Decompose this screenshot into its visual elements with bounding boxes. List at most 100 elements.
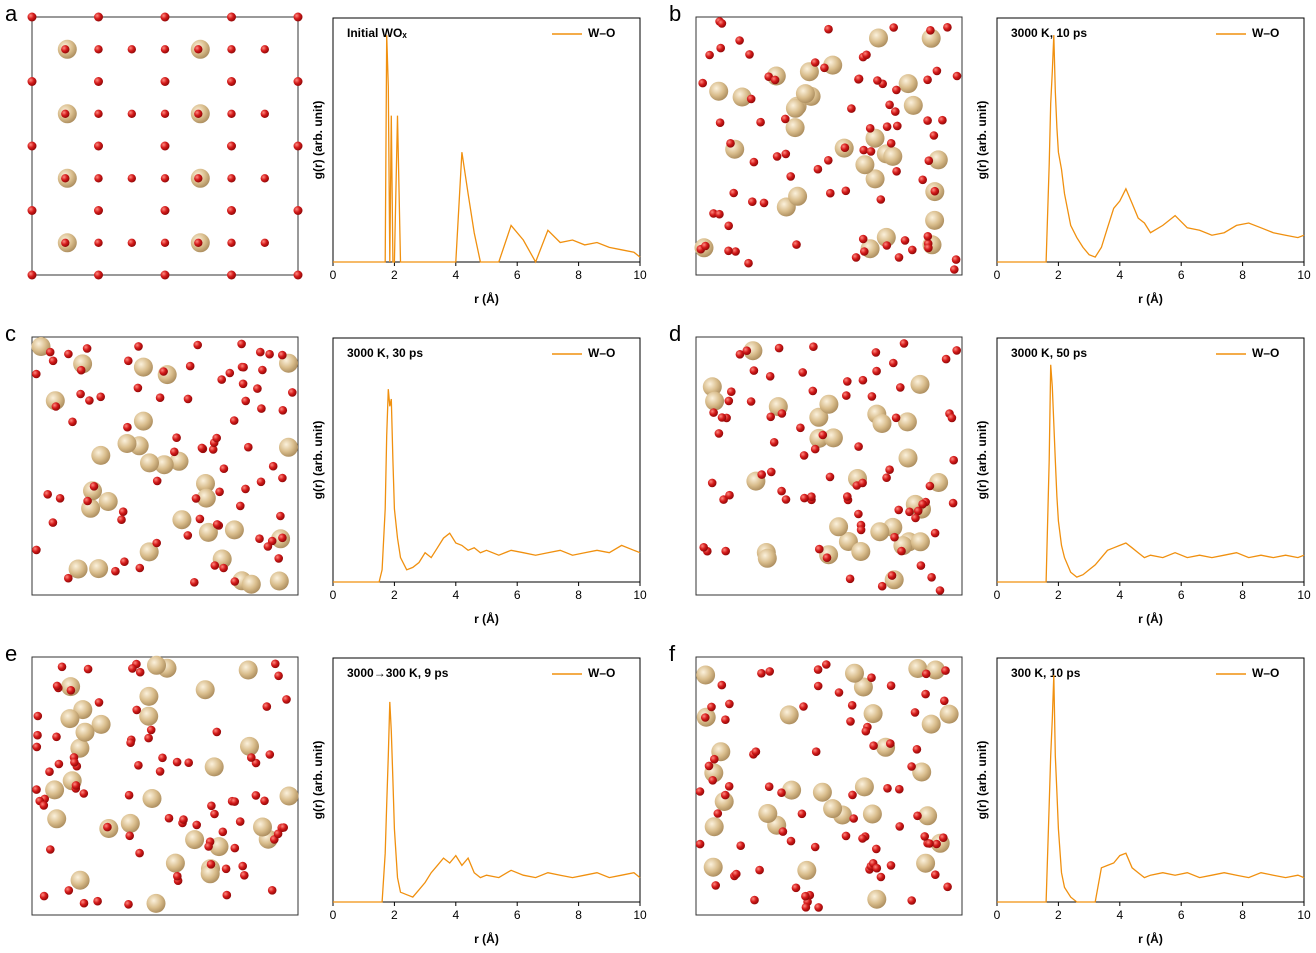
oxygen-atom — [894, 505, 903, 515]
oxygen-atom — [764, 72, 773, 81]
oxygen-atom — [766, 412, 775, 422]
structure-box — [31, 336, 299, 596]
oxygen-atom — [192, 820, 201, 830]
oxygen-atom — [930, 186, 940, 196]
oxygen-atom — [279, 823, 289, 832]
oxygen-atom — [910, 708, 920, 717]
tungsten-atom — [142, 789, 162, 808]
oxygen-atom — [724, 396, 734, 406]
oxygen-atom — [869, 741, 878, 750]
oxygen-atom — [76, 365, 86, 375]
tungsten-atom — [921, 714, 941, 734]
oxygen-atom — [840, 143, 850, 152]
x-tick-label: 0 — [330, 908, 337, 922]
oxygen-atom — [133, 383, 143, 393]
panel-label: e — [5, 641, 17, 666]
oxygen-atom — [777, 486, 786, 496]
oxygen-atom — [39, 891, 49, 901]
tungsten-atom — [925, 210, 945, 230]
oxygen-atom — [258, 365, 267, 375]
x-tick-label: 10 — [633, 908, 647, 922]
tungsten-atom — [91, 445, 111, 465]
tungsten-atom — [809, 407, 829, 427]
tungsten-atom — [916, 853, 936, 873]
oxygen-atom — [244, 442, 253, 452]
oxygen-atom — [701, 713, 710, 722]
oxygen-atom — [32, 785, 41, 794]
oxygen-atom — [725, 699, 734, 709]
oxygen-atom — [745, 50, 754, 59]
panel-label: c — [5, 321, 16, 346]
oxygen-atom — [255, 534, 264, 543]
tungsten-atom — [269, 571, 289, 591]
oxygen-atom — [918, 499, 927, 509]
oxygen-atom — [218, 827, 228, 837]
oxygen-atom — [755, 865, 764, 875]
oxygen-atom — [219, 464, 229, 474]
x-tick-label: 8 — [1239, 588, 1246, 602]
oxygen-atom — [230, 843, 240, 853]
oxygen-atom — [94, 238, 103, 247]
oxygen-atom — [195, 514, 205, 524]
oxygen-atom — [849, 814, 858, 823]
oxygen-atom — [43, 490, 52, 499]
oxygen-atom — [61, 174, 70, 183]
oxygen-atom — [931, 870, 940, 879]
oxygen-atom — [271, 659, 280, 669]
oxygen-atom — [865, 124, 875, 133]
oxygen-atom — [749, 366, 759, 375]
oxygen-atom — [810, 444, 820, 454]
oxygen-atom — [858, 375, 868, 385]
chart-title: 3000 K, 50 ps — [1011, 346, 1087, 360]
oxygen-atom — [146, 725, 156, 735]
oxygen-atom — [160, 206, 170, 215]
oxygen-atom — [45, 767, 54, 776]
oxygen-atom — [927, 573, 936, 582]
tungsten-atom — [799, 62, 819, 82]
oxygen-atom — [237, 339, 246, 349]
oxygen-atom — [222, 890, 232, 900]
oxygen-atom — [227, 238, 236, 247]
oxygen-atom — [727, 387, 736, 397]
oxygen-atom — [238, 379, 248, 389]
oxygen-atom — [742, 346, 752, 356]
tungsten-atom — [865, 128, 885, 148]
tungsten-atom — [829, 517, 849, 537]
tungsten-atom — [819, 394, 839, 414]
oxygen-atom — [125, 831, 134, 841]
oxygen-atom — [765, 667, 774, 676]
x-tick-label: 6 — [514, 268, 521, 282]
oxygen-atom — [227, 45, 236, 54]
oxygen-atom — [801, 903, 811, 912]
oxygen-atom — [278, 350, 287, 360]
oxygen-atom — [94, 174, 103, 183]
oxygen-atom — [219, 563, 228, 573]
oxygen-atom — [867, 392, 877, 401]
oxygen-atom — [194, 238, 203, 247]
g-r-line — [997, 35, 1305, 263]
y-axis-label: g(r) (arb. unit) — [311, 101, 325, 180]
oxygen-atom — [170, 447, 179, 457]
oxygen-atom — [124, 790, 134, 800]
oxygen-atom — [293, 270, 303, 280]
oxygen-atom — [921, 689, 930, 699]
x-tick-label: 8 — [575, 908, 582, 922]
oxygen-atom — [877, 581, 887, 591]
oxygen-atom — [164, 813, 174, 823]
tungsten-atom — [60, 709, 80, 729]
oxygen-atom — [731, 247, 740, 256]
tungsten-atom — [195, 680, 215, 700]
oxygen-atom — [71, 781, 81, 790]
x-axis-label: r (Å) — [1138, 291, 1163, 306]
tungsten-atom — [279, 786, 299, 806]
oxygen-atom — [274, 671, 283, 681]
oxygen-atom — [227, 141, 236, 151]
oxygen-atom — [134, 342, 143, 351]
oxygen-atom — [197, 443, 207, 453]
oxygen-atom — [33, 711, 43, 721]
oxygen-atom — [52, 681, 62, 691]
panel-label: a — [5, 1, 18, 26]
oxygen-atom — [842, 391, 851, 400]
oxygen-atom — [759, 198, 769, 208]
